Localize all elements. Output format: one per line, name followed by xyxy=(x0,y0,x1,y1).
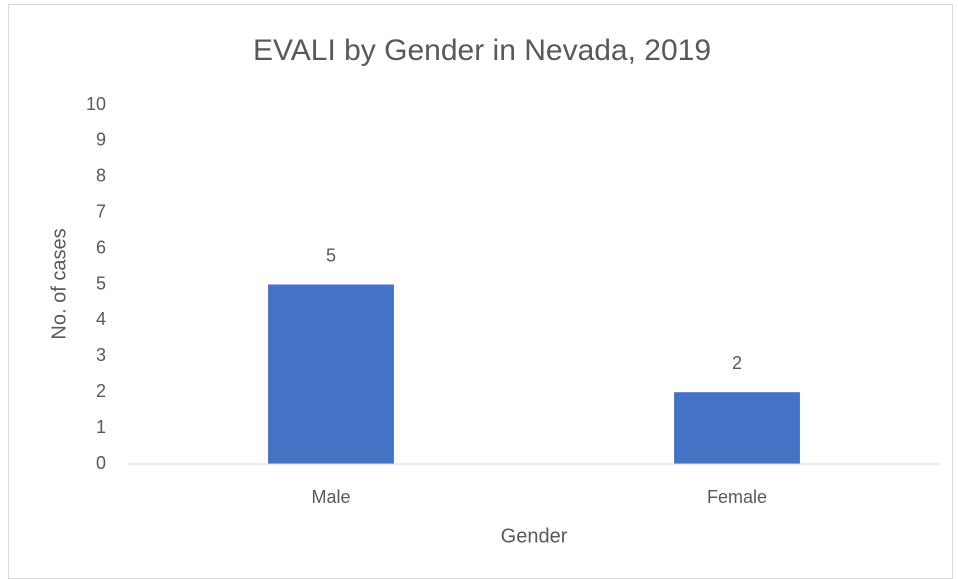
y-axis-label: No. of cases xyxy=(48,228,70,339)
y-tick-label: 1 xyxy=(96,417,106,437)
y-tick-label: 5 xyxy=(96,273,106,293)
y-tick-label: 3 xyxy=(96,345,106,365)
x-tick-label: Female xyxy=(707,487,767,507)
y-tick-label: 9 xyxy=(96,130,106,150)
data-label: 5 xyxy=(326,245,336,265)
y-tick-label: 10 xyxy=(86,94,106,114)
chart-title: EVALI by Gender in Nevada, 2019 xyxy=(253,34,711,67)
bar xyxy=(674,392,800,464)
x-axis-label: Gender xyxy=(501,525,568,547)
y-tick-label: 2 xyxy=(96,381,106,401)
y-tick-label: 6 xyxy=(96,237,106,257)
chart-border xyxy=(8,4,953,579)
bar xyxy=(268,284,394,464)
y-tick-label: 4 xyxy=(96,309,106,329)
x-tick-label: Male xyxy=(311,487,350,507)
y-tick-label: 0 xyxy=(96,453,106,473)
y-tick-label: 8 xyxy=(96,166,106,186)
data-label: 2 xyxy=(732,353,742,373)
y-tick-label: 7 xyxy=(96,201,106,221)
